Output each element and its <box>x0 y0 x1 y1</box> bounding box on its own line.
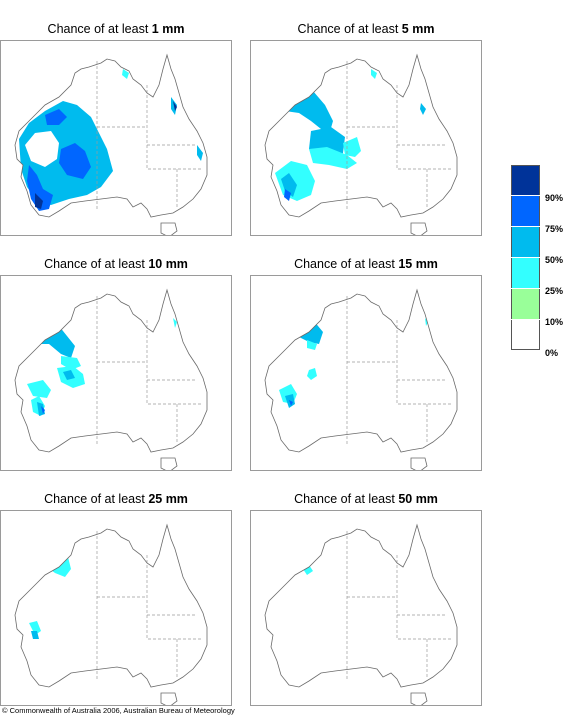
coastline <box>14 53 208 218</box>
probability-region <box>289 400 293 406</box>
probability-region <box>25 131 59 167</box>
state-borders <box>96 531 201 681</box>
australia-map <box>0 510 232 706</box>
panel-title: Chance of at least 1 mm <box>47 22 185 36</box>
probability-region <box>420 103 426 115</box>
state-borders <box>346 531 451 681</box>
coastline <box>264 53 458 218</box>
probability-region <box>275 161 315 201</box>
australia-map-svg <box>14 288 208 470</box>
probability-region <box>27 380 51 398</box>
legend-label-10: 10% <box>545 317 564 327</box>
legend-swatch <box>511 289 540 319</box>
legend-label-75: 75% <box>545 224 564 234</box>
legend-label-0: 0% <box>545 348 559 358</box>
probability-region <box>61 356 81 370</box>
probability-region <box>31 326 75 358</box>
legend-swatch <box>511 196 540 226</box>
australia-map <box>0 275 232 471</box>
probability-region <box>31 631 39 639</box>
probability-region <box>27 165 53 211</box>
tasmania-outline <box>410 222 428 235</box>
panel-title: Chance of at least 25 mm <box>44 492 188 506</box>
coastline <box>264 288 458 453</box>
australia-map-svg <box>14 53 208 235</box>
probability-region <box>307 340 317 350</box>
probability-region <box>122 69 129 79</box>
australia-map-svg <box>264 53 458 235</box>
probability-region <box>284 189 291 201</box>
probability-legend: 90% 75% 50% 25% 10% 0% <box>511 165 570 360</box>
panel-title: Chance of at least 15 mm <box>294 257 438 271</box>
coastline <box>264 523 458 688</box>
state-borders <box>96 61 201 211</box>
probability-region <box>425 318 428 326</box>
panel-title: Chance of at least 50 mm <box>294 492 438 506</box>
state-borders <box>96 296 201 446</box>
legend-swatch <box>511 227 540 257</box>
coastline <box>14 288 208 453</box>
probability-region <box>45 109 67 125</box>
tasmania-outline <box>160 692 178 705</box>
tasmania-outline <box>160 457 178 470</box>
legend-swatch <box>511 258 540 288</box>
probability-region <box>307 368 317 380</box>
probability-region <box>59 143 91 179</box>
probability-region <box>35 193 43 209</box>
copyright-notice: © Commonwealth of Australia 2006, Austra… <box>2 706 235 715</box>
probability-region <box>285 316 323 344</box>
australia-map <box>0 40 232 236</box>
australia-map <box>250 275 482 471</box>
coastline <box>14 523 208 688</box>
probability-region <box>371 69 377 79</box>
panel-title: Chance of at least 10 mm <box>44 257 188 271</box>
legend-swatch <box>511 165 540 195</box>
panel-title: Chance of at least 5 mm <box>297 22 435 36</box>
australia-map-svg <box>14 523 208 705</box>
tasmania-outline <box>160 222 178 235</box>
australia-map <box>250 510 482 706</box>
probability-region <box>287 316 303 328</box>
probability-region <box>173 101 177 111</box>
tasmania-outline <box>410 692 428 705</box>
legend-label-25: 25% <box>545 286 564 296</box>
state-borders <box>346 61 451 211</box>
tasmania-outline <box>410 457 428 470</box>
state-borders <box>346 296 451 446</box>
probability-region <box>29 621 41 635</box>
probability-region <box>41 406 45 414</box>
australia-map-svg <box>264 288 458 470</box>
probability-region <box>309 147 357 169</box>
legend-swatch <box>511 320 540 350</box>
australia-map <box>250 40 482 236</box>
legend-label-50: 50% <box>545 255 564 265</box>
australia-map-svg <box>264 523 458 705</box>
legend-label-90: 90% <box>545 193 564 203</box>
probability-region <box>173 318 177 328</box>
probability-region <box>63 370 75 380</box>
probability-region <box>343 137 361 157</box>
probability-region <box>197 145 203 161</box>
